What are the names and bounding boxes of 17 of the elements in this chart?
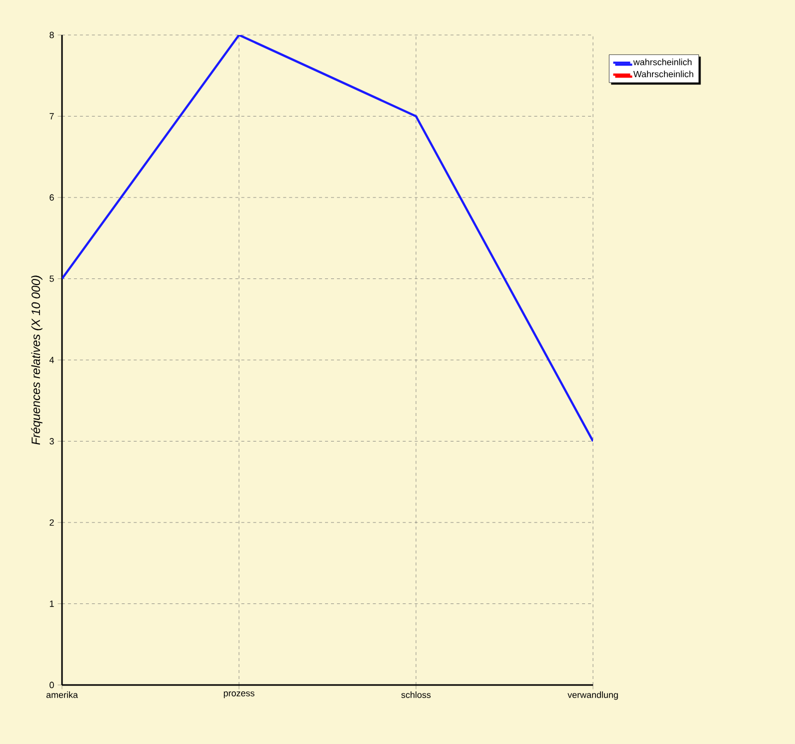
line-series (62, 34, 594, 442)
y-tick-label: 3 (50, 438, 54, 444)
y-tick-label: 1 (50, 600, 54, 607)
y-tick-label: 0 (50, 682, 54, 688)
y-tick-label: 7 (50, 113, 54, 120)
x-tick-label: verwandlung (568, 691, 618, 700)
y-tick-label: 5 (50, 276, 54, 282)
y-axis-title: Fréquences relatives (X 10 000) (31, 276, 42, 445)
x-tick-label: prozess (224, 691, 254, 698)
legend-label: wahrscheinlich (633, 58, 692, 66)
x-tick-label: schloss (401, 691, 431, 698)
y-tick-label: 8 (50, 32, 54, 38)
y-tick-label: 6 (50, 194, 54, 201)
y-tick-label: 4 (49, 356, 54, 364)
x-tick-label: amerika (46, 691, 78, 698)
y-tick-label: 2 (50, 519, 54, 526)
legend-label: Wahrscheinlich (633, 70, 694, 78)
